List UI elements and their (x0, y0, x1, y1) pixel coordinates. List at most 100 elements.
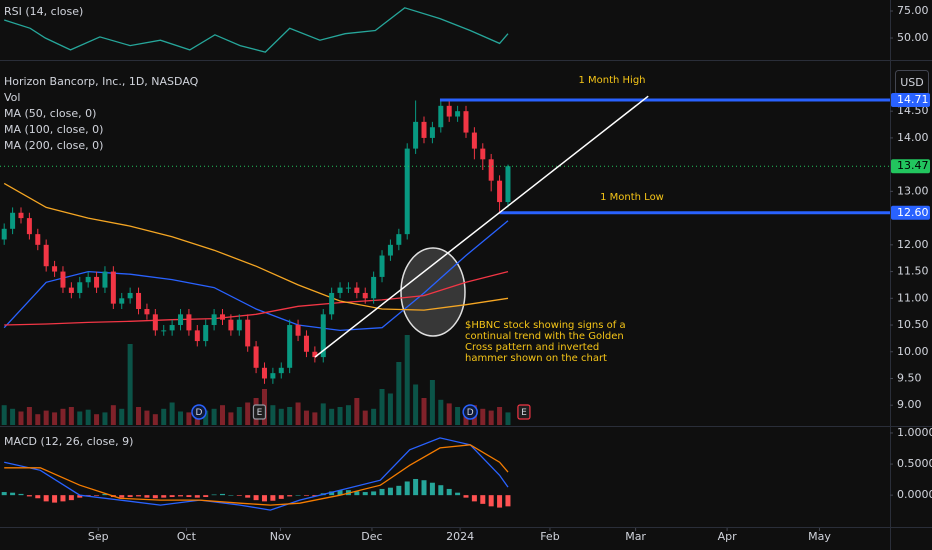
candle-body (413, 121, 419, 149)
candle-body (312, 351, 318, 358)
volume-bar (119, 408, 125, 425)
moving-average (3, 182, 509, 311)
candle-body (102, 271, 108, 288)
candle-body (471, 132, 477, 149)
volume-bar (161, 408, 167, 425)
macd-histogram-bar (178, 495, 184, 497)
annotation: continual trend with the Golden (465, 331, 624, 342)
volume-bar (371, 408, 377, 425)
macd-histogram-bar (497, 495, 503, 508)
volume-bar (102, 412, 108, 425)
volume-bar (228, 412, 234, 425)
pane-title: Horizon Bancorp, Inc., 1D, NASDAQ (4, 75, 199, 88)
candle-body (303, 335, 309, 352)
volume-bar (421, 398, 427, 425)
volume-bar (413, 384, 419, 425)
volume-bar (52, 412, 58, 425)
candle-body (446, 105, 452, 117)
volume-bar (438, 399, 444, 425)
candle-body (194, 330, 200, 342)
volume-bar (455, 407, 461, 425)
volume-bar (60, 408, 66, 425)
level-tag (891, 205, 930, 220)
macd-histogram-bar (387, 487, 393, 496)
volume-bar (127, 344, 133, 425)
volume-bar (178, 411, 184, 425)
candle-body (497, 180, 503, 203)
y-tick-label: 10.50 (897, 318, 929, 331)
currency: USD (900, 76, 924, 89)
x-tick-label: Feb (540, 530, 559, 543)
volume-bar (278, 408, 284, 425)
volume-bar (303, 410, 309, 425)
annotation: $HBNC stock showing signs of a (465, 320, 626, 331)
macd-histogram-bar (245, 495, 251, 498)
candle-body (43, 244, 49, 267)
candle-body (60, 271, 66, 288)
volume-bar (136, 407, 142, 425)
y-tick-label: 11.00 (897, 291, 929, 304)
candle-body (362, 292, 368, 299)
x-tick-label: Apr (718, 530, 738, 543)
candle-body (110, 271, 116, 304)
candle-body (371, 276, 377, 299)
macd-histogram-bar (60, 495, 66, 502)
y-tick-label: 13.00 (897, 184, 929, 197)
candle-body (295, 325, 301, 336)
level-tag (891, 92, 930, 107)
candle-body (354, 287, 360, 293)
event-marker (462, 404, 478, 420)
candle-body (278, 367, 284, 374)
macd-histogram-bar (371, 491, 377, 496)
volume-bar (337, 407, 343, 425)
candle-body (178, 314, 184, 326)
macd-histogram-bar (1, 492, 7, 496)
macd-histogram-bar (455, 492, 461, 496)
last-price-label: 13.47 (897, 159, 929, 172)
highlight-circle (400, 247, 466, 337)
macd-histogram-bar (278, 495, 284, 499)
volume-bar (488, 410, 494, 425)
volume-bar (295, 402, 301, 425)
volume-bar (245, 402, 251, 425)
legend-entry: MA (100, close, 0) (4, 123, 103, 136)
volume-bar (320, 403, 326, 425)
macd-histogram-bar (194, 495, 200, 498)
candle-body (119, 298, 125, 304)
volume-bar (345, 405, 351, 425)
volume-bar (152, 414, 158, 425)
y-tick-label: 0.0000 (897, 488, 932, 501)
x-tick-label: Oct (177, 530, 197, 543)
candle-body (94, 276, 100, 288)
macd-histogram-bar (220, 493, 225, 496)
x-tick-label: Sep (88, 530, 109, 543)
macd-histogram-bar (43, 495, 49, 502)
candle-body (10, 212, 16, 229)
volume-bar (236, 407, 242, 425)
macd-histogram-bar (144, 495, 150, 498)
volume-bar (329, 408, 335, 425)
macd-histogram-bar (228, 495, 234, 496)
candle-body (85, 276, 91, 283)
candle-body (18, 212, 24, 219)
candle-body (127, 292, 133, 299)
candle-body (329, 292, 335, 315)
volume-bar (270, 405, 276, 425)
macd-histogram-bar (379, 488, 385, 496)
candle-body (404, 148, 410, 235)
macd-histogram-bar (362, 492, 368, 496)
volume-bar (169, 402, 175, 425)
macd-histogram-bar (26, 495, 32, 497)
candle-body (152, 314, 158, 331)
legend-entry: MA (50, close, 0) (4, 107, 96, 120)
y-tick-label: 1.0000 (897, 426, 932, 439)
candle-body (337, 287, 343, 293)
y-tick-label: 10.00 (897, 345, 929, 358)
volume-bar (379, 389, 385, 425)
event-marker (517, 404, 531, 420)
candle-body (438, 105, 444, 128)
x-tick-label: May (808, 530, 831, 543)
candle-body (287, 325, 293, 368)
x-tick-label: Nov (270, 530, 292, 543)
candle-body (1, 228, 7, 240)
